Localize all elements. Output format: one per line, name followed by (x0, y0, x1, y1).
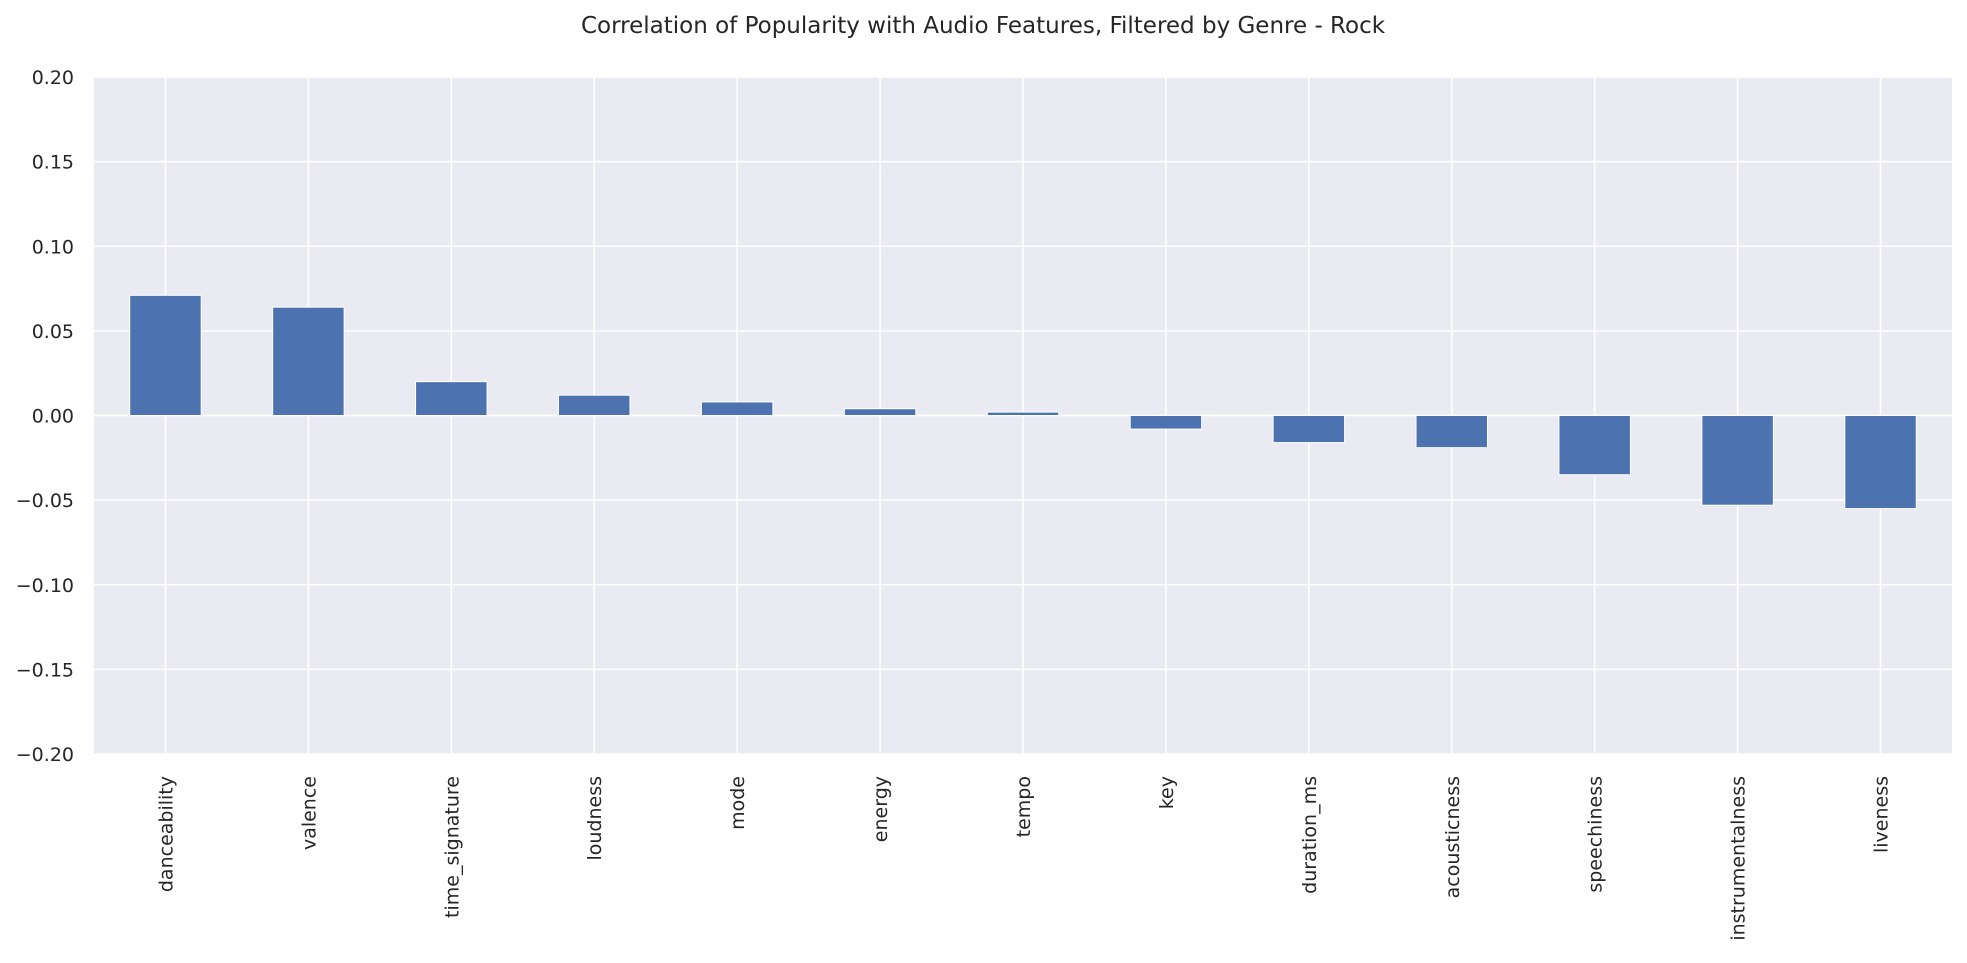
x-tick-label: speechiness (1585, 776, 1607, 893)
y-tick-label: −0.20 (16, 744, 74, 766)
bar-liveness (1844, 415, 1917, 510)
x-tick-label: valence (298, 776, 320, 850)
bar-key (1129, 415, 1203, 430)
y-tick-label: −0.05 (16, 490, 74, 512)
chart-title: Correlation of Popularity with Audio Fea… (581, 13, 1386, 39)
x-tick-label: acousticness (1442, 776, 1464, 898)
bar-instrumentalness (1701, 415, 1774, 506)
y-tick-label: 0.20 (32, 67, 74, 89)
x-tick-label: instrumentalness (1728, 776, 1750, 941)
bar-duration-ms (1272, 415, 1346, 444)
x-tick-label: loudness (584, 776, 606, 861)
bars (129, 294, 1917, 510)
x-tick-label: liveness (1871, 776, 1893, 853)
x-tick-label: danceability (155, 776, 177, 892)
x-axis-ticks: danceability valence time_signature loudnes… (155, 776, 1892, 941)
x-tick-label: time_signature (441, 776, 463, 918)
y-tick-label: 0.05 (32, 321, 74, 343)
bar-energy (843, 408, 917, 417)
bar-acousticness (1415, 415, 1488, 449)
x-tick-label: duration_ms (1299, 776, 1321, 894)
bar-tempo (986, 411, 1060, 416)
y-tick-label: 0.15 (32, 152, 74, 174)
bar-loudness (558, 394, 631, 417)
x-tick-label: mode (727, 776, 749, 830)
x-tick-label: energy (870, 776, 892, 842)
y-tick-label: −0.10 (16, 575, 74, 597)
bar-time-signature (415, 381, 488, 416)
bar-valence (272, 306, 345, 416)
x-tick-label: tempo (1013, 776, 1035, 837)
bar-danceability (129, 294, 202, 416)
y-tick-label: 0.00 (32, 406, 74, 428)
y-tick-label: −0.15 (16, 659, 74, 681)
y-axis-ticks: 0.20 0.15 0.10 0.05 0.00 −0.05 −0.10 −0.15 −0.20 (16, 67, 74, 766)
bar-mode (700, 401, 774, 416)
y-tick-label: 0.10 (32, 236, 74, 258)
bar-speechiness (1558, 415, 1631, 476)
x-tick-label: key (1156, 776, 1178, 809)
